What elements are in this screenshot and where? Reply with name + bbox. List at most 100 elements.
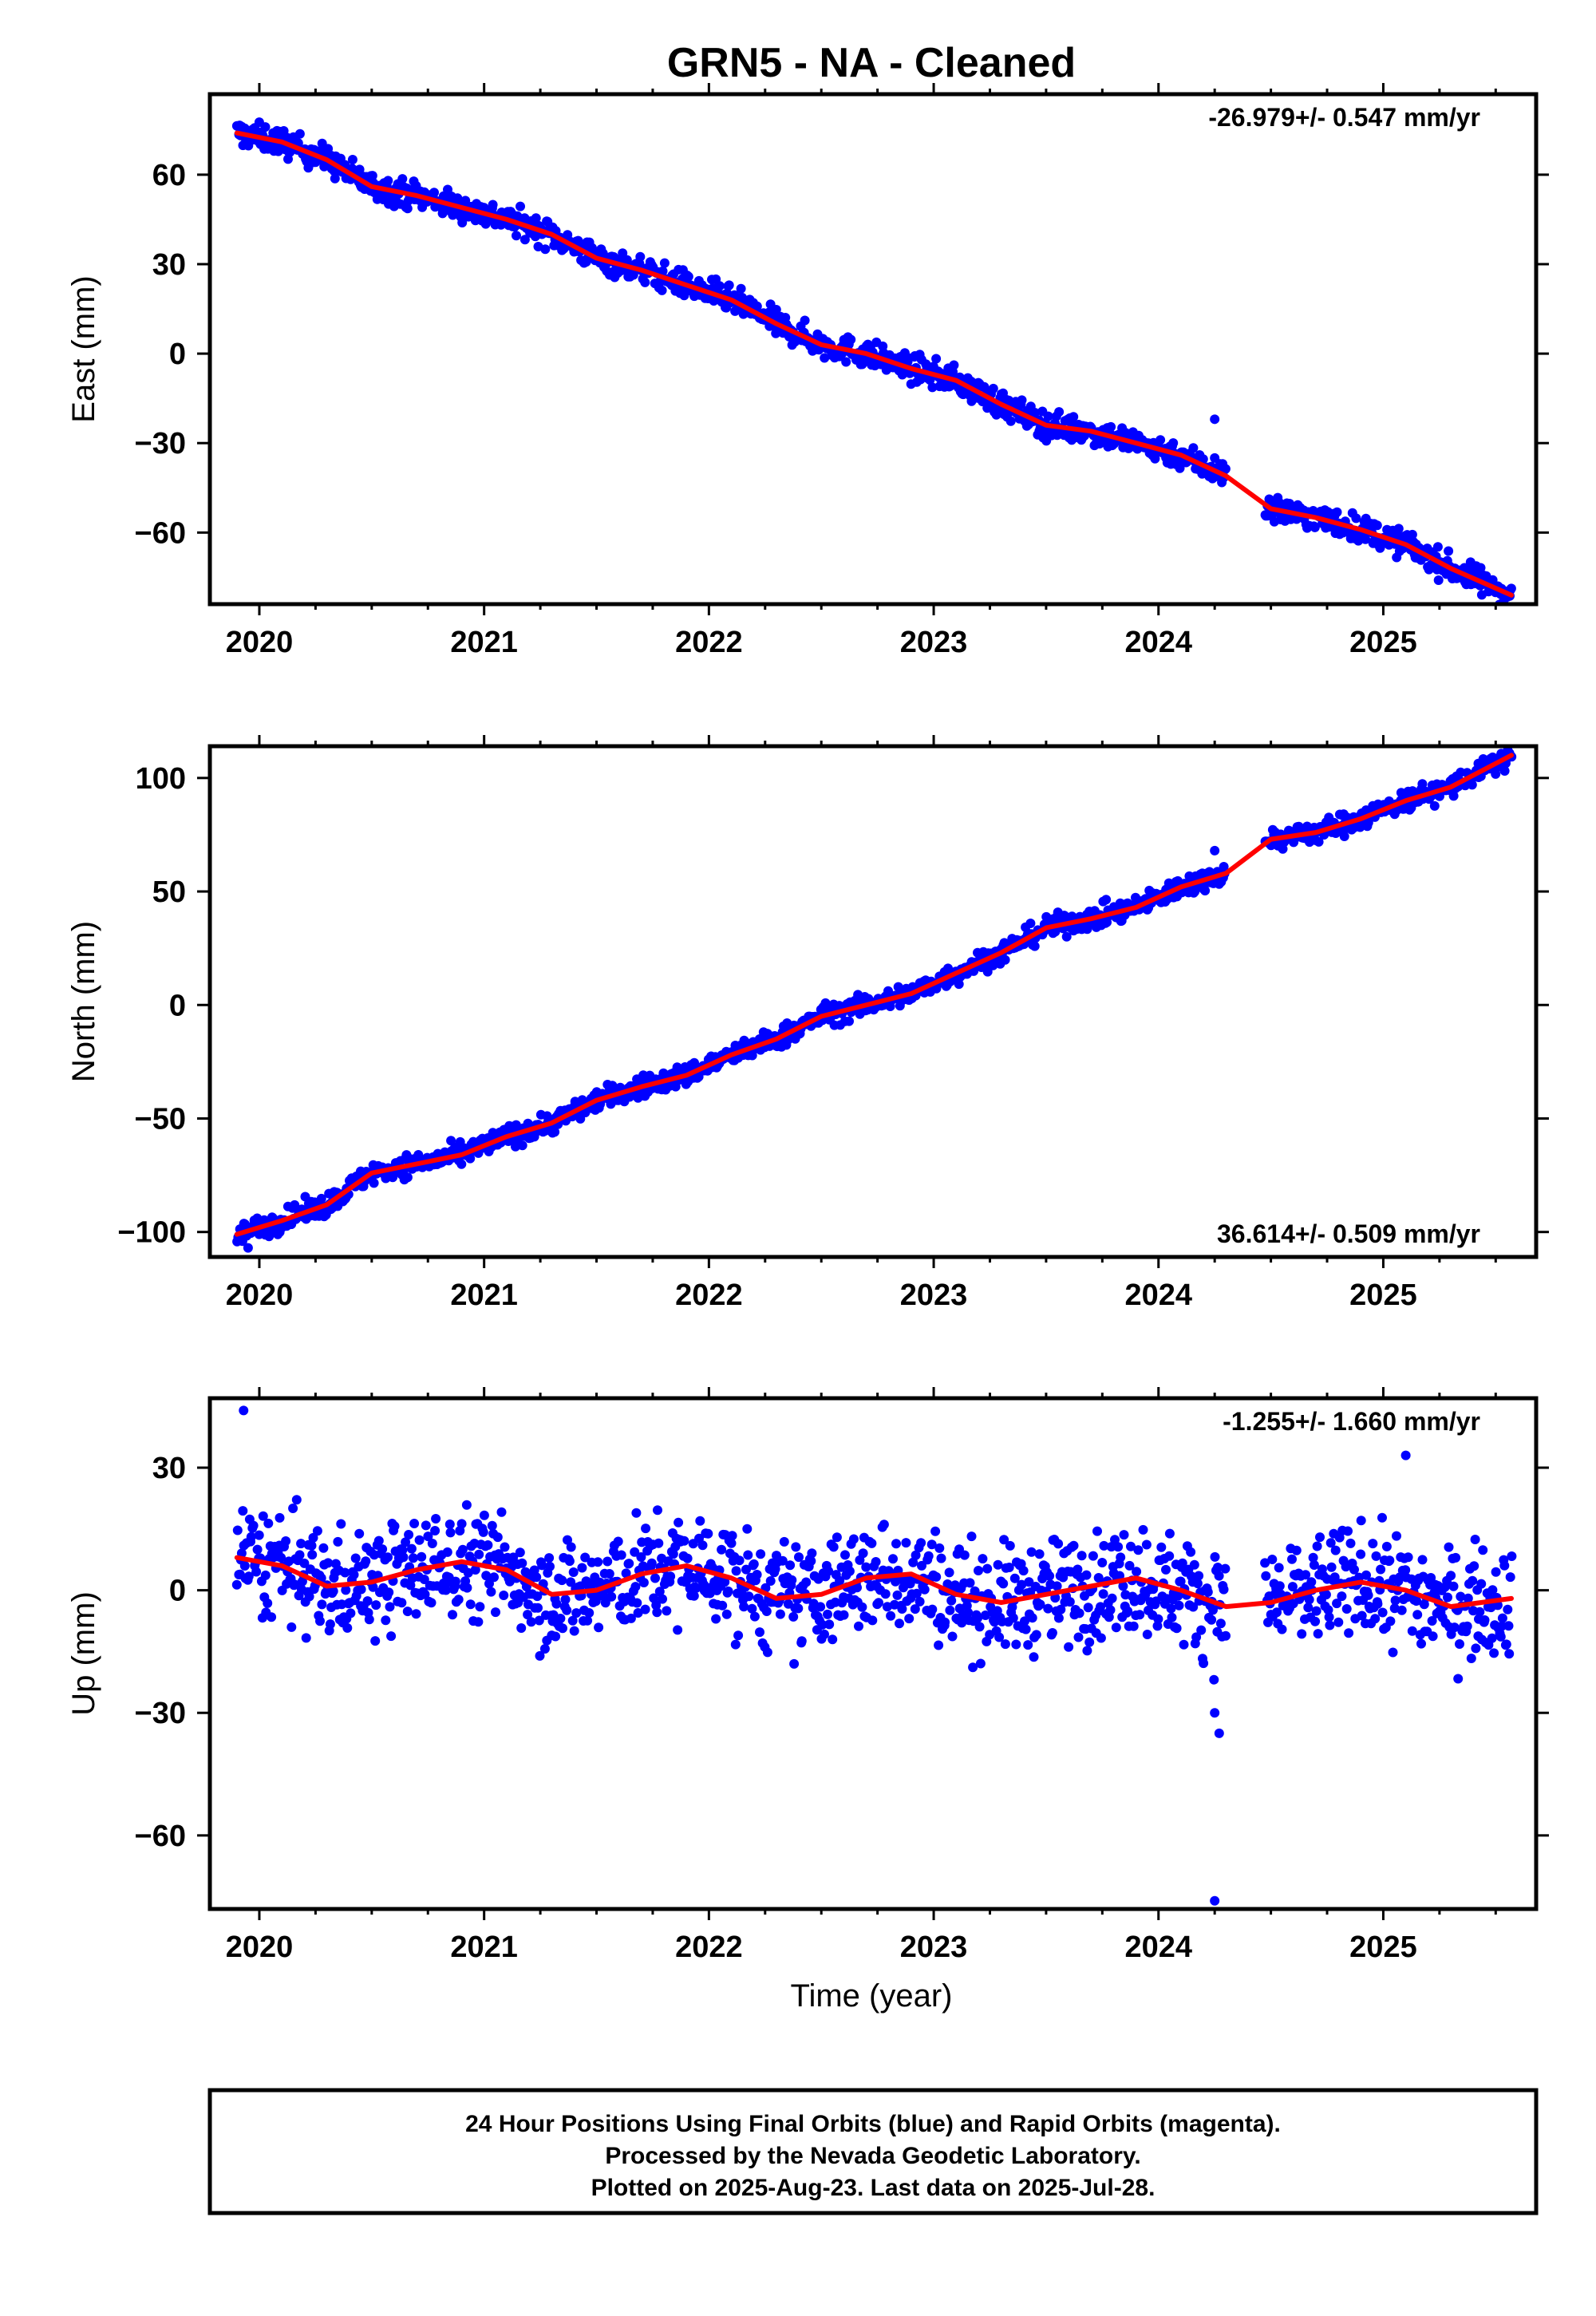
data-point (461, 1500, 472, 1510)
data-point (540, 244, 551, 255)
data-point (1004, 1563, 1014, 1572)
data-point (371, 1600, 381, 1611)
data-point (499, 1591, 509, 1600)
data-point (487, 1520, 497, 1531)
data-point (882, 1602, 892, 1612)
data-point (658, 1594, 667, 1604)
data-point (993, 1559, 1003, 1570)
data-point (484, 1579, 494, 1589)
data-point (1101, 895, 1112, 905)
data-point (248, 1520, 259, 1531)
data-point (1203, 1587, 1213, 1597)
data-point (743, 1550, 753, 1560)
data-point (788, 1611, 799, 1622)
y-tick-label: 0 (169, 989, 186, 1022)
data-point (1005, 1540, 1015, 1551)
data-point (662, 1606, 672, 1616)
data-point (613, 1536, 623, 1547)
data-point (456, 1519, 467, 1529)
data-point (731, 1566, 741, 1576)
data-point (446, 1136, 456, 1146)
data-point (593, 1557, 603, 1567)
data-point (970, 1586, 980, 1596)
data-point (957, 1618, 967, 1628)
data-point (739, 1602, 749, 1612)
data-point (1023, 1640, 1033, 1650)
data-point (1407, 1626, 1417, 1636)
data-point (1221, 1630, 1231, 1641)
data-point (823, 1609, 832, 1619)
data-point (440, 1585, 451, 1595)
data-point (1053, 1539, 1064, 1549)
data-point (632, 1598, 642, 1608)
data-point (1344, 1628, 1354, 1638)
data-point (1400, 1565, 1411, 1575)
data-point (852, 1583, 862, 1593)
data-point (1416, 1638, 1426, 1649)
data-point (807, 1548, 817, 1559)
footer-line-3: Plotted on 2025-Aug-23. Last data on 202… (591, 2175, 1156, 2201)
data-point (1116, 1552, 1126, 1563)
data-point (1034, 1549, 1045, 1559)
data-point (736, 283, 746, 294)
data-point (299, 1558, 310, 1568)
x-tick-label: 2025 (1349, 626, 1417, 659)
data-point (1392, 1531, 1401, 1541)
data-point (251, 1567, 262, 1577)
data-point (832, 1532, 842, 1543)
data-point (402, 204, 413, 214)
data-point (674, 1517, 684, 1528)
data-point (263, 1518, 274, 1528)
data-point (389, 1521, 400, 1531)
data-point (1506, 583, 1516, 594)
data-point (775, 1609, 785, 1619)
data-point (350, 1553, 361, 1563)
data-point (911, 1588, 922, 1599)
data-point (861, 1562, 871, 1572)
trend-line (234, 130, 1514, 598)
data-point (891, 1539, 901, 1549)
data-point (1167, 1612, 1177, 1622)
data-point (756, 1549, 766, 1559)
data-point (1008, 1613, 1018, 1623)
data-point (448, 1610, 457, 1620)
data-point (940, 1617, 950, 1627)
data-point (1000, 1639, 1010, 1650)
data-point (239, 1561, 250, 1571)
data-point (427, 1539, 437, 1548)
data-point (301, 1633, 311, 1643)
data-point (571, 1608, 582, 1618)
data-point (789, 1658, 800, 1669)
data-point (381, 1615, 391, 1626)
data-point (286, 1622, 297, 1632)
data-point (1432, 542, 1443, 552)
data-point (901, 1538, 911, 1548)
data-point (409, 1519, 420, 1528)
data-point (1306, 1577, 1317, 1587)
data-point (640, 1604, 650, 1614)
data-point (1385, 1616, 1396, 1626)
data-point-outlier (1210, 414, 1220, 425)
data-point (679, 1535, 689, 1546)
data-point (238, 1506, 248, 1516)
data-point (566, 1577, 576, 1587)
data-point (1501, 1639, 1511, 1650)
data-point (1110, 1535, 1120, 1545)
data-point (703, 1528, 713, 1539)
data-point (1124, 1560, 1135, 1571)
data-point (370, 1636, 381, 1646)
data-point (1462, 1621, 1472, 1631)
data-point (1171, 1623, 1182, 1634)
data-point (426, 1598, 437, 1608)
data-point (721, 1609, 732, 1619)
data-point (1446, 1571, 1456, 1581)
y-tick-label: 100 (136, 762, 186, 796)
data-point (308, 1532, 318, 1543)
data-point (1025, 919, 1036, 928)
plot-frame (207, 744, 1539, 1259)
data-point (342, 1622, 353, 1633)
data-point (963, 1607, 974, 1618)
data-point (828, 1634, 838, 1645)
y-tick-label: 0 (169, 1575, 186, 1608)
data-point (474, 1549, 484, 1559)
